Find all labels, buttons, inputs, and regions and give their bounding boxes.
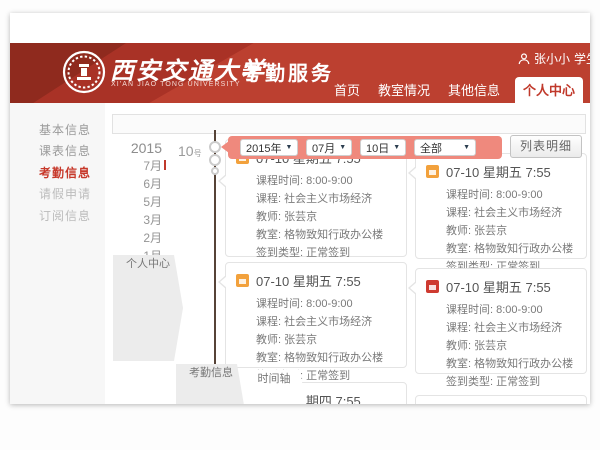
timeline-month-jun[interactable]: 6月 bbox=[143, 177, 162, 191]
attendance-card[interactable]: 07-10 星期五 7:55 课程时间: 8:00-9:00 课程: 社会主义市… bbox=[218, 262, 407, 382]
timeline-month-mar[interactable]: 3月 bbox=[143, 213, 162, 227]
chevron-down-icon: ▼ bbox=[463, 144, 470, 151]
attendance-card[interactable] bbox=[415, 395, 587, 404]
card-title: 07-10 星期五 7:55 bbox=[446, 280, 551, 295]
card-row-time: 课程时间: 8:00-9:00 bbox=[446, 189, 543, 201]
chevron-down-icon: ▼ bbox=[285, 144, 293, 151]
user-info[interactable]: 张小小 学生 bbox=[518, 50, 590, 67]
card-header: 07-10 星期五 7:55 bbox=[226, 263, 406, 290]
card-row-time: 课程时间: 8:00-9:00 bbox=[256, 175, 353, 187]
timeline-month-jul[interactable]: 7月 bbox=[143, 159, 162, 173]
nav-home[interactable]: 首页 bbox=[334, 83, 361, 98]
card-row-room: 教室: 格物致知行政办公楼 bbox=[446, 358, 574, 370]
sidebar-item-attendance[interactable]: 考勤信息 bbox=[38, 166, 91, 180]
card-row-sign-type: 签到类型: 正常签到 bbox=[256, 247, 351, 259]
year-dropdown[interactable]: 2015年 ▼ bbox=[240, 139, 298, 156]
month-dropdown[interactable]: 07月 ▼ bbox=[306, 139, 352, 156]
sidebar: 基本信息 课表信息 考勤信息 请假申请 订阅信息 bbox=[10, 103, 105, 404]
sidebar-item-subscription[interactable]: 订阅信息 bbox=[38, 209, 91, 223]
card-row-teacher: 教师: 张芸京 bbox=[256, 334, 318, 346]
app-title: 考勤服务 bbox=[242, 63, 334, 85]
timeline-node bbox=[211, 167, 219, 175]
card-row-room: 教室: 格物致知行政办公楼 bbox=[256, 229, 384, 241]
card-header: 07-10 星期五 7:55 bbox=[416, 154, 586, 181]
card-body: 课程时间: 8:00-9:00 课程: 社会主义市场经济 教师: 张芸京 教室:… bbox=[416, 181, 586, 284]
timeline-node bbox=[209, 141, 221, 153]
list-detail-button[interactable]: 列表明细 bbox=[510, 135, 582, 158]
university-name-en: XI'AN JIAO TONG UNIVERSITY bbox=[111, 81, 241, 88]
type-dropdown[interactable]: 全部 ▼ bbox=[414, 139, 476, 156]
attendance-status-icon bbox=[236, 274, 249, 287]
current-month-marker bbox=[164, 160, 166, 170]
sidebar-item-leave-request[interactable]: 请假申请 bbox=[38, 187, 91, 201]
breadcrumb: 个人中心 考勤信息 时间轴 bbox=[112, 114, 586, 134]
card-row-teacher: 教师: 张芸京 bbox=[446, 225, 508, 237]
nav-other-info[interactable]: 其他信息 bbox=[448, 83, 501, 98]
university-logo-icon bbox=[62, 50, 106, 94]
card-row-sign-type: 签到类型: 正常签到 bbox=[446, 376, 541, 388]
filter-banner: 2015年 ▼ 07月 ▼ 10日 ▼ 全部 ▼ bbox=[221, 136, 502, 159]
card-row-room: 教室: 格物致知行政办公楼 bbox=[256, 352, 384, 364]
user-icon bbox=[518, 52, 530, 64]
attendance-card[interactable]: 07-10 星期五 7:55 课程时间: 8:00-9:00 课程: 社会主义市… bbox=[408, 268, 587, 388]
nav-classrooms[interactable]: 教室情况 bbox=[378, 83, 431, 98]
card-title: 07-10 星期五 7:55 bbox=[446, 165, 551, 180]
timeline-node bbox=[209, 154, 221, 166]
app-window: 西安交通大学 XI'AN JIAO TONG UNIVERSITY 考勤服务 张… bbox=[10, 13, 590, 404]
app-header bbox=[10, 43, 590, 103]
card-row-time: 课程时间: 8:00-9:00 bbox=[256, 298, 353, 310]
timeline-year-2015[interactable]: 2015 bbox=[130, 140, 162, 156]
breadcrumb-personal-center[interactable]: 个人中心 bbox=[113, 255, 183, 361]
sidebar-item-timetable[interactable]: 课表信息 bbox=[38, 144, 91, 158]
card-row-course: 课程: 社会主义市场经济 bbox=[256, 193, 373, 205]
card-row-teacher: 教师: 张芸京 bbox=[446, 340, 508, 352]
card-row-room: 教室: 格物致知行政办公楼 bbox=[446, 243, 574, 255]
timeline-month-feb[interactable]: 2月 bbox=[143, 231, 162, 245]
card-body: 课程时间: 8:00-9:00 课程: 社会主义市场经济 教师: 张芸京 教室:… bbox=[226, 290, 406, 393]
sidebar-item-basic-info[interactable]: 基本信息 bbox=[38, 123, 91, 137]
attendance-card[interactable]: 07-10 星期五 7:55 课程时间: 8:00-9:00 课程: 社会主义市… bbox=[408, 153, 587, 273]
card-title: 07-10 星期五 7:55 bbox=[256, 274, 361, 289]
university-name-cn: 西安交通大学 bbox=[110, 59, 266, 85]
chevron-down-icon: ▼ bbox=[339, 144, 347, 151]
day-dropdown[interactable]: 10日 ▼ bbox=[360, 139, 406, 156]
card-row-time: 课程时间: 8:00-9:00 bbox=[446, 304, 543, 316]
breadcrumb-timeline[interactable]: 时间轴 bbox=[239, 370, 309, 404]
attendance-status-icon bbox=[426, 165, 439, 178]
timeline-month-may[interactable]: 5月 bbox=[143, 195, 162, 209]
card-title: 07-09 星期四 7:55 bbox=[256, 394, 361, 404]
card-body: 课程时间: 8:00-9:00 课程: 社会主义市场经济 教师: 张芸京 教室:… bbox=[416, 296, 586, 399]
card-body: 课程时间: 8:00-9:00 课程: 社会主义市场经济 教师: 张芸京 教室:… bbox=[226, 167, 406, 270]
card-row-course: 课程: 社会主义市场经济 bbox=[256, 316, 373, 328]
user-role: 学生 bbox=[574, 52, 590, 66]
day-label-10: 10号 bbox=[178, 143, 202, 159]
breadcrumb-attendance-info[interactable]: 考勤信息 bbox=[176, 364, 246, 404]
card-row-course: 课程: 社会主义市场经济 bbox=[446, 322, 563, 334]
timeline-line bbox=[214, 130, 216, 404]
attendance-status-icon bbox=[426, 280, 439, 293]
chevron-down-icon: ▼ bbox=[393, 144, 401, 151]
card-header bbox=[416, 396, 586, 404]
card-row-teacher: 教师: 张芸京 bbox=[256, 211, 318, 223]
card-header: 07-10 星期五 7:55 bbox=[416, 269, 586, 296]
card-row-course: 课程: 社会主义市场经济 bbox=[446, 207, 563, 219]
user-name: 张小小 bbox=[534, 52, 571, 66]
nav-personal-center[interactable]: 个人中心 bbox=[515, 77, 583, 103]
